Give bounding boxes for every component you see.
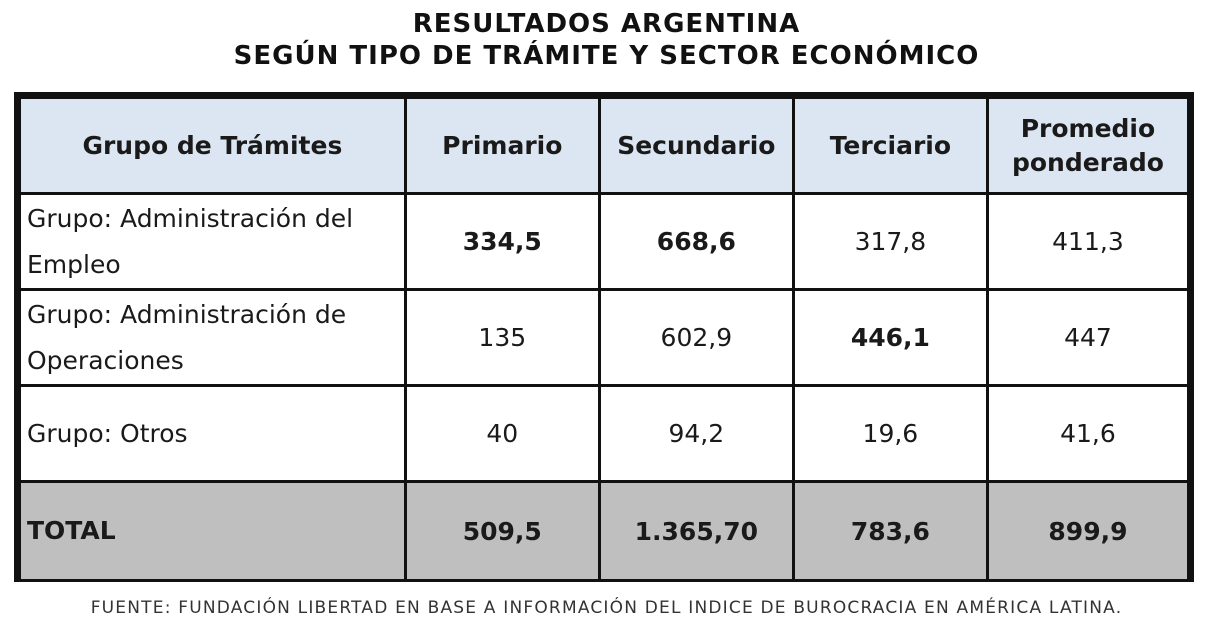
cell-secundario: 602,9: [597, 288, 795, 387]
cell-secundario: 668,6: [597, 192, 795, 291]
cell-promedio: 41,6: [985, 384, 1191, 483]
total-promedio: 899,9: [985, 480, 1191, 582]
header-cell-terciario: Terciario: [791, 96, 989, 195]
cell-secundario: 94,2: [597, 384, 795, 483]
results-table-grid: Grupo de Trámites Primario Secundario Te…: [18, 96, 1191, 582]
row-label: Grupo: Administración del Empleo: [18, 192, 407, 291]
header-cell-primario: Primario: [403, 96, 601, 195]
row-label: Grupo: Otros: [18, 384, 407, 483]
header-row: Grupo de Trámites Primario Secundario Te…: [18, 96, 1191, 195]
total-terciario: 783,6: [791, 480, 989, 582]
cell-terciario: 446,1: [791, 288, 989, 387]
total-row: TOTAL 509,5 1.365,70 783,6 899,9: [18, 480, 1191, 582]
table-row: Grupo: Administración del Empleo 334,5 6…: [18, 192, 1191, 291]
results-table: Grupo de Trámites Primario Secundario Te…: [14, 92, 1194, 582]
total-secundario: 1.365,70: [597, 480, 795, 582]
title-line-1: RESULTADOS ARGENTINA: [412, 9, 801, 39]
cell-terciario: 19,6: [791, 384, 989, 483]
cell-primario: 334,5: [403, 192, 601, 291]
cell-primario: 40: [403, 384, 601, 483]
table-row: Grupo: Otros 40 94,2 19,6 41,6: [18, 384, 1191, 483]
title-line-2: SEGÚN TIPO DE TRÁMITE Y SECTOR ECONÓMICO: [233, 41, 980, 71]
header-cell-secundario: Secundario: [597, 96, 795, 195]
cell-promedio: 447: [985, 288, 1191, 387]
header-cell-promedio: Promedio ponderado: [985, 96, 1191, 195]
cell-terciario: 317,8: [791, 192, 989, 291]
source-note: FUENTE: FUNDACIÓN LIBERTAD EN BASE A INF…: [90, 598, 1123, 618]
cell-primario: 135: [403, 288, 601, 387]
total-label: TOTAL: [18, 480, 407, 582]
row-label: Grupo: Administración de Operaciones: [18, 288, 407, 387]
chart-title: RESULTADOS ARGENTINA SEGÚN TIPO DE TRÁMI…: [0, 8, 1213, 72]
table-row: Grupo: Administración de Operaciones 135…: [18, 288, 1191, 387]
header-cell-group: Grupo de Trámites: [18, 96, 407, 195]
cell-promedio: 411,3: [985, 192, 1191, 291]
total-primario: 509,5: [403, 480, 601, 582]
